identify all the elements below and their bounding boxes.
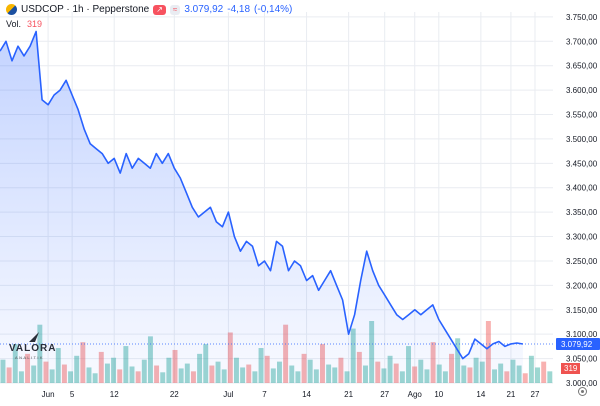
price-change-percent: (-0,14%) xyxy=(254,4,293,15)
x-tick-label: Jul xyxy=(223,390,233,399)
x-tick-label: 14 xyxy=(476,390,485,399)
logo-mark-icon xyxy=(29,332,39,342)
valora-logo: VALORA ANALITIK xyxy=(9,330,63,360)
y-tick-label: 3.300,00 xyxy=(566,233,598,242)
price-line xyxy=(0,30,524,360)
compare-badge: ≈ xyxy=(169,4,181,15)
x-tick-label: 12 xyxy=(110,390,119,399)
y-tick-label: 3.050,00 xyxy=(566,355,598,364)
y-tick-label: 3.450,00 xyxy=(566,159,598,168)
x-tick-label: 22 xyxy=(170,390,179,399)
x-tick-label: 14 xyxy=(302,390,311,399)
y-tick-label: 3.200,00 xyxy=(566,281,598,290)
y-tick-label: 3.550,00 xyxy=(566,111,598,120)
y-tick-label: 3.400,00 xyxy=(566,184,598,193)
currency-pair-icon xyxy=(6,4,17,15)
y-tick-label: 3.700,00 xyxy=(566,37,598,46)
x-tick-label: 21 xyxy=(506,390,515,399)
volume-bar xyxy=(522,373,528,383)
last-price: 3.079,92 xyxy=(184,4,224,15)
current-price-tag-label: 3.079,92 xyxy=(561,340,593,349)
y-tick-label: 3.250,00 xyxy=(566,257,598,266)
x-tick-label: Jun xyxy=(42,390,55,399)
x-tick-label: 7 xyxy=(262,390,267,399)
logo-subtitle: ANALITIK xyxy=(15,355,44,360)
y-tick-label: 3.000,00 xyxy=(566,379,598,388)
current-volume-tag xyxy=(561,363,580,374)
y-tick-label: 3.350,00 xyxy=(566,208,598,217)
price-change: -4,18 xyxy=(227,4,251,15)
x-tick-label: 27 xyxy=(380,390,389,399)
volume-bar xyxy=(541,361,547,383)
y-tick-label: 3.650,00 xyxy=(566,62,598,71)
current-volume-tag-label: 319 xyxy=(564,364,578,373)
y-tick-label: 3.600,00 xyxy=(566,86,598,95)
volume-bar xyxy=(528,355,534,383)
y-tick-label: 3.500,00 xyxy=(566,135,598,144)
x-tick-label: 27 xyxy=(531,390,540,399)
volume-label: Vol. xyxy=(6,19,22,29)
price-area xyxy=(0,31,523,383)
x-tick-label: Ago xyxy=(408,390,423,399)
trend-badge: ↗ xyxy=(153,4,166,15)
x-tick-label: 10 xyxy=(434,390,443,399)
volume-bar xyxy=(547,371,553,383)
volume-value: 319 xyxy=(27,19,43,29)
volume-bar xyxy=(535,367,541,383)
current-price-tag xyxy=(556,337,600,350)
chart-legend: USDCOP · 1h · Pepperstone ↗ ≈ 3.079,92 -… xyxy=(6,4,292,15)
y-tick-label: 3.150,00 xyxy=(566,306,598,315)
x-tick-label: 21 xyxy=(344,390,353,399)
x-tick-label: 5 xyxy=(70,390,75,399)
volume-legend: Vol. 319 xyxy=(6,19,42,29)
gear-icon[interactable] xyxy=(578,387,587,396)
y-tick-label: 3.750,00 xyxy=(566,13,598,22)
logo-name: VALORA xyxy=(9,343,57,354)
y-tick-label: 3.100,00 xyxy=(566,330,598,339)
symbol-label[interactable]: USDCOP · 1h · Pepperstone xyxy=(21,4,150,15)
